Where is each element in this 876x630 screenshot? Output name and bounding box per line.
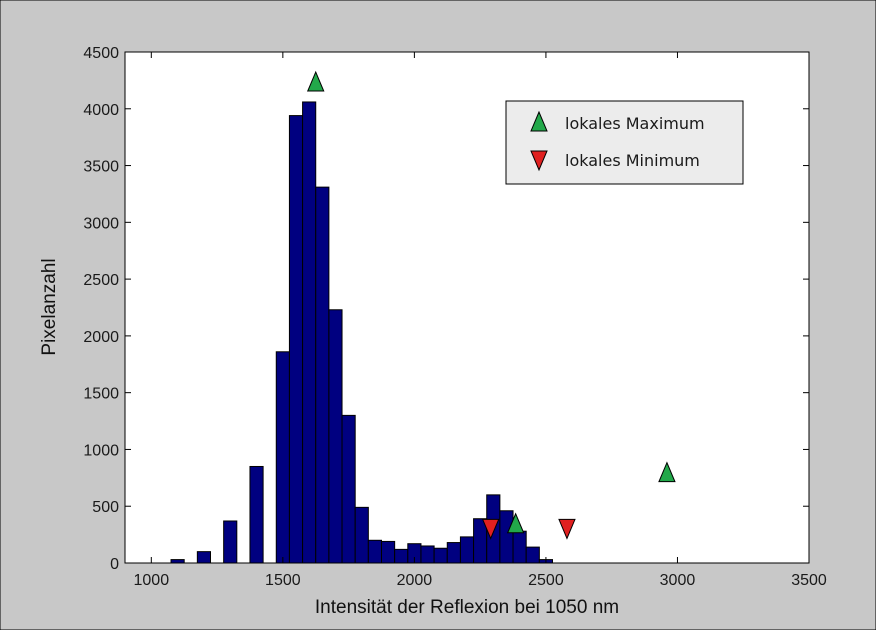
y-tick-label: 1500 — [83, 386, 119, 403]
histogram-bar — [526, 547, 539, 563]
histogram-bar — [355, 507, 368, 563]
histogram-bar — [224, 521, 237, 563]
legend-maximum-label: lokales Maximum — [565, 114, 705, 133]
y-tick-label: 4000 — [83, 102, 119, 119]
histogram-bar — [460, 537, 473, 563]
histogram-bar — [329, 310, 342, 563]
y-tick-label: 4500 — [83, 45, 119, 62]
histogram-bar — [342, 415, 355, 563]
x-tick-label: 1000 — [134, 572, 170, 589]
x-tick-label: 1500 — [265, 572, 301, 589]
x-tick-label: 3000 — [660, 572, 696, 589]
histogram-bar — [447, 543, 460, 563]
histogram-bar — [513, 531, 526, 563]
histogram-bar — [500, 511, 513, 563]
legend: lokales Maximum lokales Minimum — [506, 101, 743, 184]
histogram-bar — [368, 540, 381, 563]
x-tick-label: 2500 — [528, 572, 564, 589]
histogram-bar — [316, 187, 329, 563]
histogram-bar — [434, 548, 447, 563]
histogram-bar — [303, 102, 316, 563]
y-tick-label: 2500 — [83, 272, 119, 289]
x-tick-label: 3500 — [791, 572, 827, 589]
y-tick-label: 3000 — [83, 215, 119, 232]
histogram-bar — [250, 466, 263, 563]
y-tick-label: 2000 — [83, 329, 119, 346]
x-axis-label: Intensität der Reflexion bei 1050 nm — [315, 597, 619, 618]
histogram-bar — [197, 552, 210, 563]
histogram-bar — [276, 352, 289, 563]
x-tick-label: 2000 — [397, 572, 433, 589]
histogram-bar — [171, 560, 184, 563]
y-tick-label: 1000 — [83, 442, 119, 459]
histogram-bar — [382, 541, 395, 563]
histogram-bar — [289, 116, 302, 563]
y-axis-label: Pixelanzahl — [39, 258, 60, 355]
y-tick-label: 3500 — [83, 159, 119, 176]
legend-minimum-label: lokales Minimum — [565, 151, 700, 170]
y-tick-label: 500 — [92, 499, 119, 516]
histogram-bar — [395, 549, 408, 563]
y-tick-label: 0 — [110, 556, 119, 573]
histogram-bar — [421, 546, 434, 563]
